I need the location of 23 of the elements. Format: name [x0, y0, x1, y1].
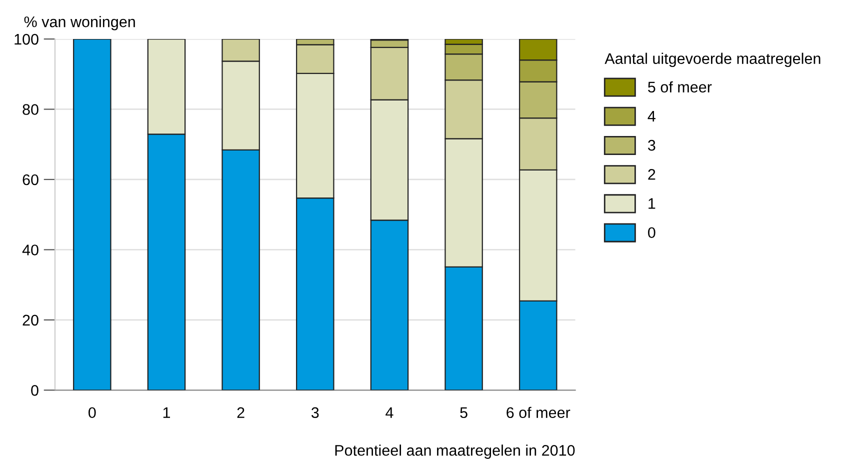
legend-label: 1 [648, 198, 656, 209]
y-tick-label: 0 [31, 385, 38, 396]
legend-label: 5 of meer [648, 81, 712, 93]
y-tick-label: 20 [22, 314, 38, 326]
bar [73, 39, 112, 390]
x-tick-label: 0 [88, 407, 96, 418]
y-axis-title: % van woningen [24, 16, 135, 30]
legend-label: 0 [648, 227, 656, 238]
legend-title: Aantal uitgevoerde maatregelen [604, 52, 820, 68]
x-tick-label: 2 [237, 407, 244, 418]
x-tick-label: 4 [386, 407, 394, 418]
legend-label: 2 [648, 169, 656, 180]
y-tick-label: 60 [22, 174, 38, 186]
legend-label: 4 [648, 110, 656, 122]
x-tick-label: 1 [163, 407, 170, 418]
x-axis-title: Potentieel aan maatregelen in 2010 [335, 444, 575, 459]
legend-label: 3 [648, 140, 656, 151]
x-tick-label: 6 of meer [506, 406, 570, 418]
x-tick-label: 3 [311, 407, 319, 418]
y-tick-label: 80 [22, 104, 38, 115]
x-tick-label: 5 [460, 407, 468, 418]
y-tick-label: 40 [22, 244, 38, 256]
y-tick-label: 100 [14, 34, 38, 45]
